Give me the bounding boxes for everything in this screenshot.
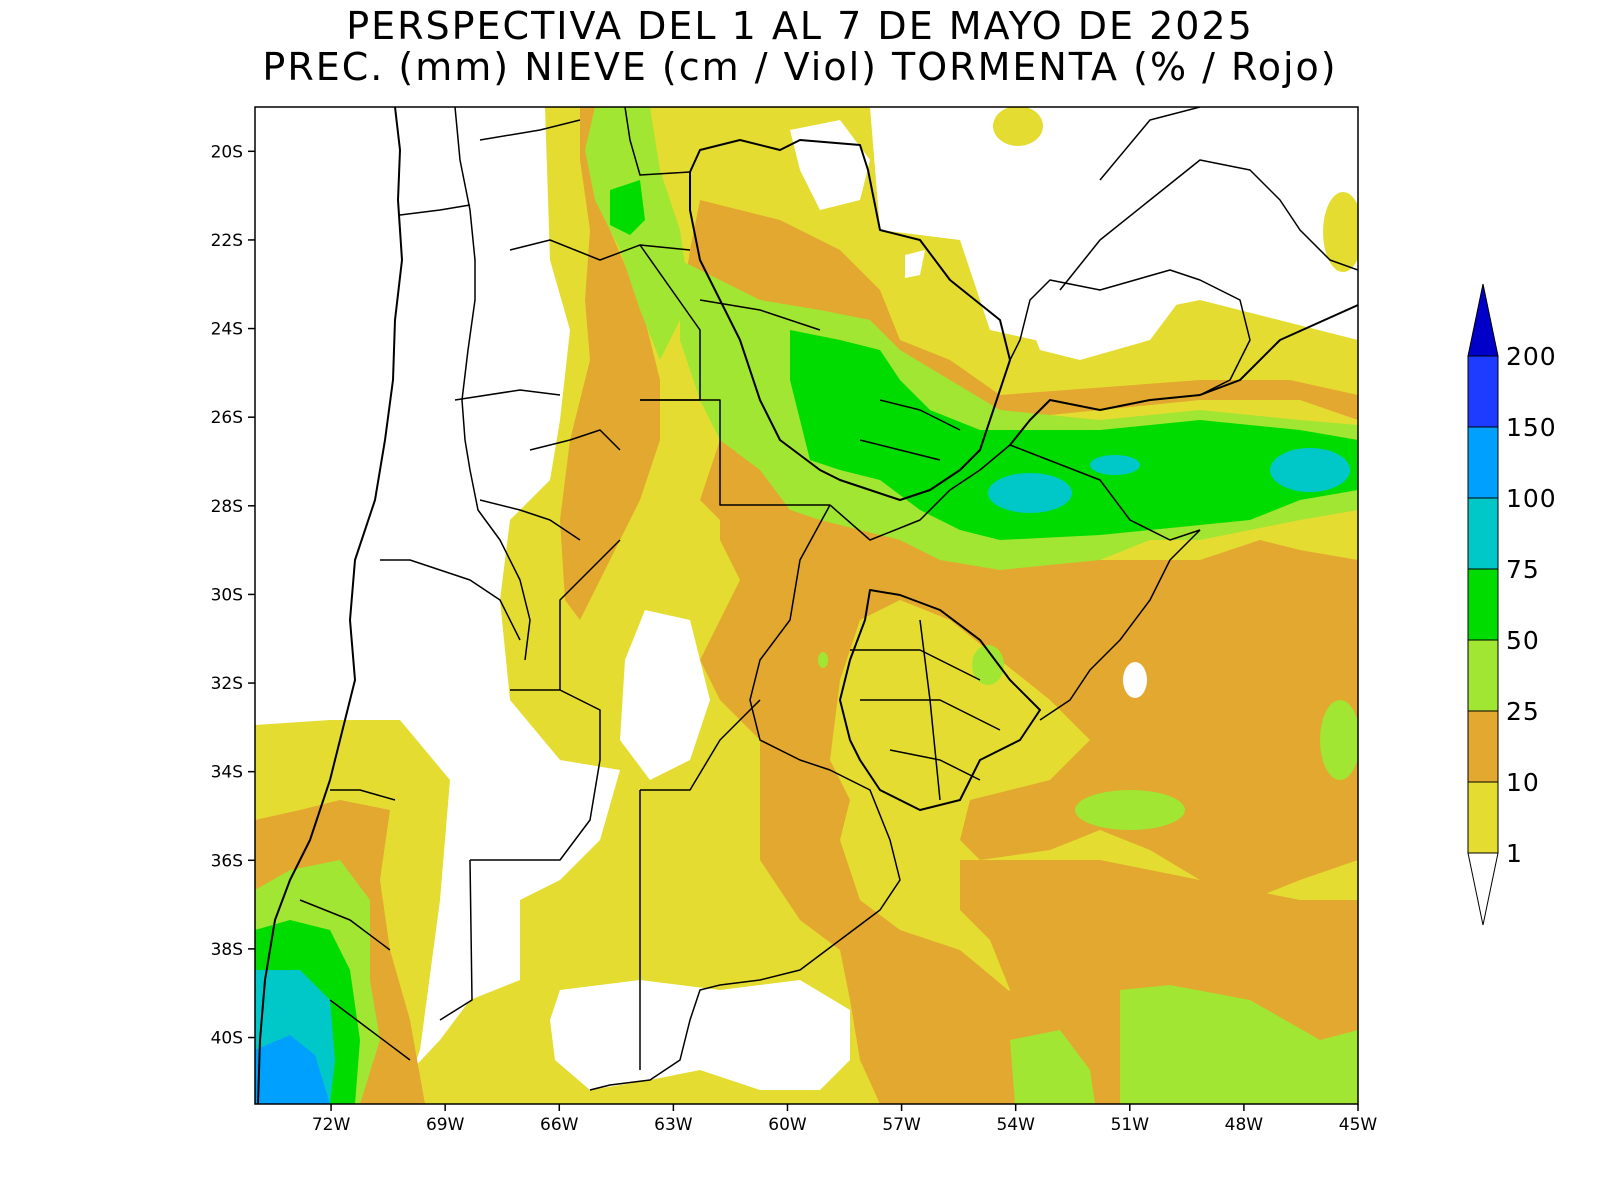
lat-tick-label: 26S (211, 408, 243, 428)
colorbar-label: 150 (1506, 413, 1557, 442)
lon-tick-label: 45W (1339, 1115, 1378, 1135)
lat-tick-label: 22S (211, 231, 243, 251)
precipitation-colorbar: 1 10 25 50 75 100 150 200 (1467, 283, 1557, 926)
lat-tick-label: 20S (211, 142, 243, 162)
colorbar-label: 100 (1506, 484, 1557, 513)
colorbar-label: 10 (1506, 768, 1540, 797)
colorbar-label: 200 (1506, 342, 1557, 371)
colorbar-label: 1 (1506, 839, 1523, 868)
colorbar-swatch (1467, 781, 1499, 854)
lon-tick-label: 66W (540, 1115, 579, 1135)
lon-tick-label: 63W (654, 1115, 693, 1135)
lat-tick-label: 34S (211, 763, 243, 783)
lon-tick-label: 48W (1225, 1115, 1264, 1135)
colorbar-label: 25 (1506, 697, 1540, 726)
colorbar-swatch (1467, 568, 1499, 641)
colorbar-label: 50 (1506, 626, 1540, 655)
colorbar-above-triangle (1467, 283, 1499, 357)
colorbar-swatch (1467, 710, 1499, 783)
colorbar-swatch (1467, 426, 1499, 499)
colorbar-swatch (1467, 355, 1499, 428)
map-title: PERSPECTIVA DEL 1 AL 7 DE MAYO DE 2025 (346, 4, 1254, 48)
lat-tick-label: 36S (211, 851, 243, 871)
lat-tick-label: 30S (211, 585, 243, 605)
lat-tick-label: 32S (211, 674, 243, 694)
latitude-axis: 20S 22S 24S 26S 28S 30S 32S 34S 36S 38S 40S (211, 142, 255, 1049)
lat-tick-label: 40S (211, 1029, 243, 1049)
colorbar-below-triangle (1467, 852, 1499, 926)
lon-tick-label: 69W (426, 1115, 465, 1135)
precip-100-150-areas (255, 1035, 330, 1104)
no-precip-areas (550, 120, 1180, 1090)
precipitation-field (255, 107, 1358, 1104)
lat-tick-label: 38S (211, 940, 243, 960)
lon-tick-label: 54W (996, 1115, 1035, 1135)
longitude-axis: 72W 69W 66W 63W 60W 57W 54W 51W 48W 45W (312, 1104, 1378, 1135)
boundaries (257, 107, 1358, 1104)
plot-frame (254, 106, 1359, 1105)
colorbar-label: 75 (1506, 555, 1540, 584)
map-subtitle: PREC. (mm) NIEVE (cm / Viol) TORMENTA (%… (262, 45, 1338, 89)
colorbar-swatch (1467, 639, 1499, 712)
lat-tick-label: 28S (211, 497, 243, 517)
lon-tick-label: 72W (312, 1115, 351, 1135)
lon-tick-label: 57W (882, 1115, 921, 1135)
lon-tick-label: 60W (768, 1115, 807, 1135)
colorbar-swatch (1467, 497, 1499, 570)
lon-tick-label: 51W (1111, 1115, 1150, 1135)
lat-tick-label: 24S (211, 320, 243, 340)
